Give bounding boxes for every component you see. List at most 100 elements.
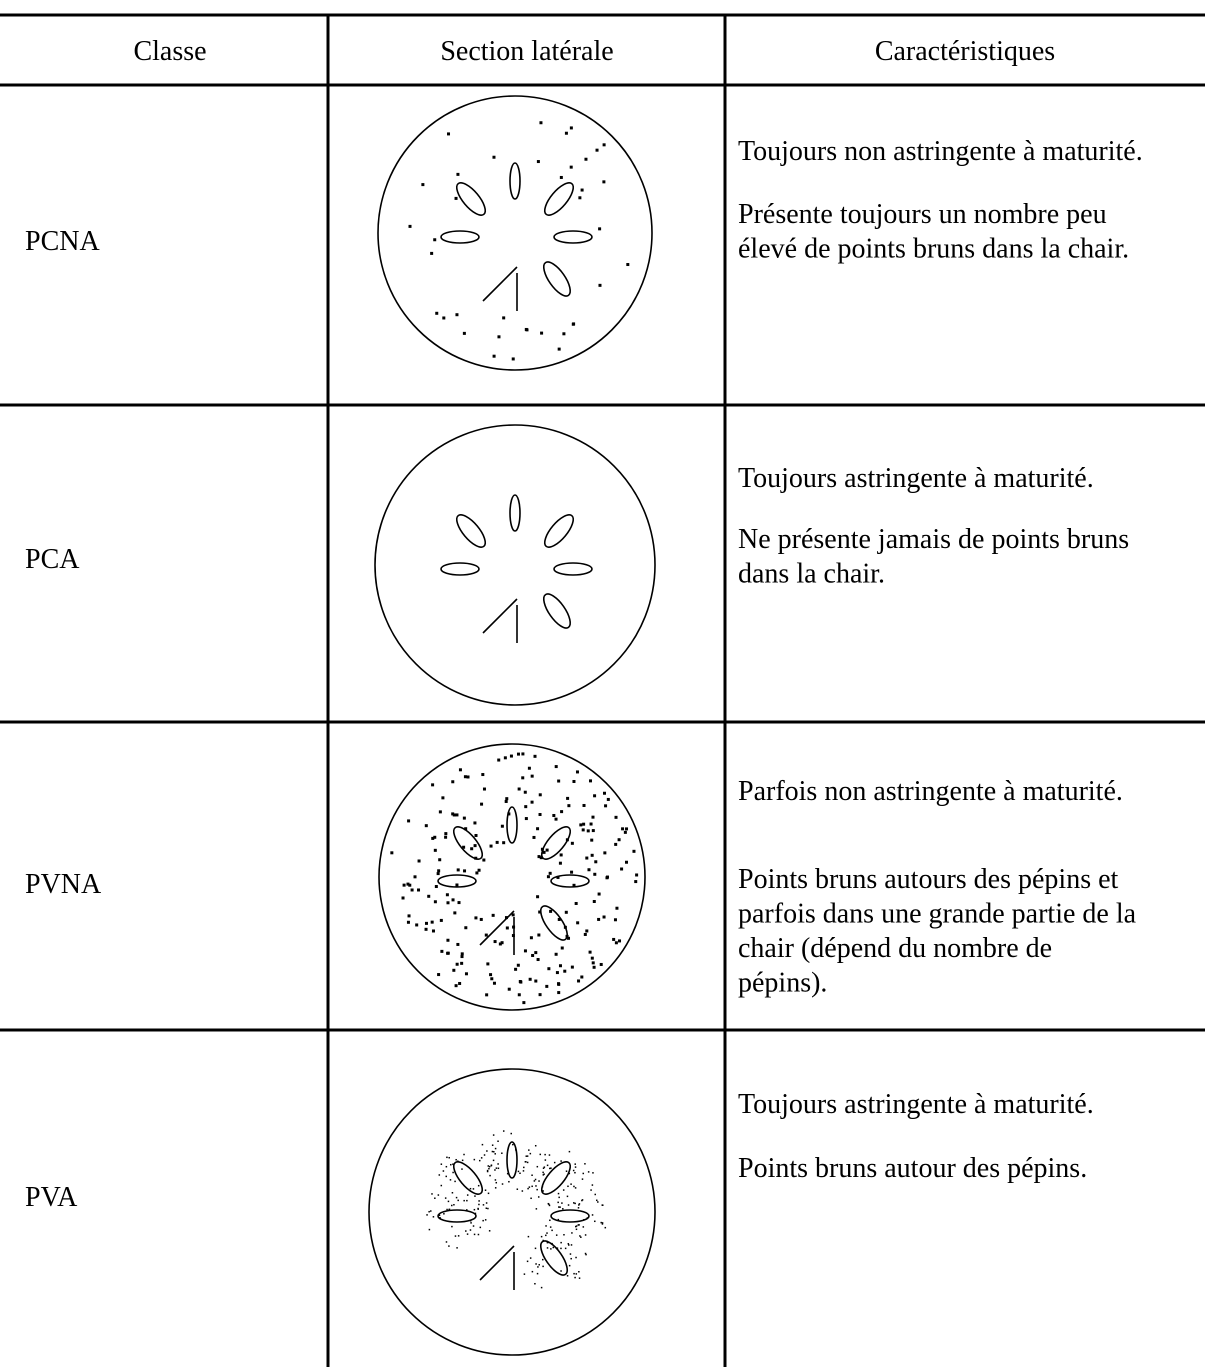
- brown-spot: [453, 911, 457, 915]
- brown-spot: [568, 1244, 570, 1246]
- brown-spot: [439, 918, 443, 922]
- brown-spot: [522, 1001, 526, 1005]
- brown-spot: [491, 1144, 494, 1146]
- brown-spot: [593, 872, 597, 876]
- brown-spot: [473, 821, 477, 825]
- brown-spot: [444, 1197, 447, 1199]
- brown-spot: [587, 1171, 590, 1173]
- brown-spot: [595, 148, 599, 152]
- brown-spot: [443, 1213, 445, 1215]
- brown-spot: [590, 853, 594, 857]
- brown-spot: [575, 1225, 578, 1227]
- brown-spot: [430, 1210, 432, 1212]
- brown-spot: [466, 775, 470, 779]
- brown-spot: [538, 910, 542, 914]
- brown-spot: [597, 892, 601, 896]
- brown-spot: [445, 1175, 447, 1178]
- brown-spot: [521, 752, 525, 756]
- brown-spot: [542, 1258, 544, 1261]
- seed: [542, 593, 572, 629]
- brown-spot: [550, 1248, 552, 1250]
- seed: [509, 162, 521, 200]
- brown-spot: [487, 1207, 489, 1210]
- brown-spot: [524, 805, 528, 809]
- brown-spot: [604, 1226, 607, 1229]
- brown-spot: [534, 1144, 537, 1147]
- header-cell: Section latérale: [440, 36, 613, 67]
- brown-spot: [452, 968, 456, 972]
- seed: [440, 230, 480, 244]
- characteristic-line: Toujours astringente à maturité.: [738, 1089, 1094, 1120]
- brown-spot: [494, 1179, 497, 1181]
- seed: [542, 261, 572, 297]
- brown-spot: [524, 1161, 527, 1163]
- brown-spot: [477, 868, 481, 872]
- brown-spot: [621, 827, 625, 831]
- brown-spot: [451, 780, 455, 784]
- brown-spot: [464, 972, 468, 976]
- brown-spot: [401, 896, 405, 900]
- brown-spot: [583, 1219, 585, 1221]
- brown-spot: [424, 921, 428, 925]
- brown-spot: [527, 1187, 529, 1190]
- characteristic-line: Points bruns autours des pépins et: [738, 864, 1119, 895]
- seed: [452, 826, 484, 860]
- brown-spot: [492, 981, 496, 985]
- brown-spot: [540, 331, 544, 335]
- brown-spot: [457, 1235, 460, 1237]
- brown-spot: [501, 1183, 504, 1185]
- brown-spot: [445, 1241, 448, 1243]
- brown-spot: [537, 855, 541, 859]
- brown-spot: [602, 180, 606, 184]
- brown-spot: [534, 1247, 537, 1250]
- brown-spot: [536, 1165, 539, 1168]
- brown-spot: [545, 984, 549, 988]
- characteristic-line: Présente toujours un nombre peu: [738, 199, 1107, 230]
- brown-spot: [457, 901, 461, 905]
- brown-spot: [531, 953, 535, 957]
- characteristic-line: Toujours astringente à maturité.: [738, 463, 1094, 494]
- fruit-section: [368, 1068, 656, 1356]
- brown-spot: [486, 962, 490, 966]
- brown-spot: [540, 1235, 543, 1238]
- brown-spot: [431, 929, 435, 933]
- brown-spot: [457, 1160, 459, 1162]
- brown-spot: [410, 888, 414, 892]
- brown-spot: [542, 1174, 545, 1176]
- brown-spot: [485, 1202, 488, 1204]
- characteristic-line: élevé de points bruns dans la chair.: [738, 234, 1129, 265]
- brown-spot: [466, 1194, 469, 1196]
- brown-spot: [594, 1193, 596, 1196]
- brown-spot: [474, 856, 478, 860]
- brown-spot: [494, 1169, 496, 1171]
- brown-spot: [479, 1226, 482, 1229]
- brown-spot: [494, 1153, 496, 1155]
- brown-spot: [507, 812, 511, 816]
- brown-spot: [557, 1192, 560, 1195]
- brown-spot: [530, 1197, 532, 1200]
- brown-spot: [594, 860, 598, 864]
- brown-spot: [481, 1143, 484, 1146]
- seed: [437, 874, 477, 888]
- brown-spot: [536, 160, 540, 164]
- brown-spot: [448, 1156, 450, 1159]
- brown-spot: [521, 1190, 524, 1192]
- brown-spot: [557, 779, 561, 783]
- brown-spot: [431, 836, 435, 840]
- brown-spot: [523, 790, 527, 794]
- brown-spot: [455, 1158, 457, 1161]
- brown-spot: [530, 774, 534, 778]
- brown-spot: [469, 1187, 472, 1190]
- brown-spot: [563, 1234, 565, 1236]
- brown-spot: [497, 1140, 499, 1142]
- brown-spot: [475, 871, 479, 875]
- brown-spot: [438, 1214, 441, 1217]
- brown-spot: [469, 1229, 472, 1231]
- class-label: PCA: [25, 544, 80, 575]
- brown-spot: [488, 1167, 490, 1170]
- brown-spot: [531, 1270, 534, 1273]
- brown-spot: [446, 1156, 448, 1159]
- brown-spot: [559, 1206, 561, 1208]
- fruit-outline: [368, 1068, 656, 1356]
- brown-spot: [504, 799, 508, 803]
